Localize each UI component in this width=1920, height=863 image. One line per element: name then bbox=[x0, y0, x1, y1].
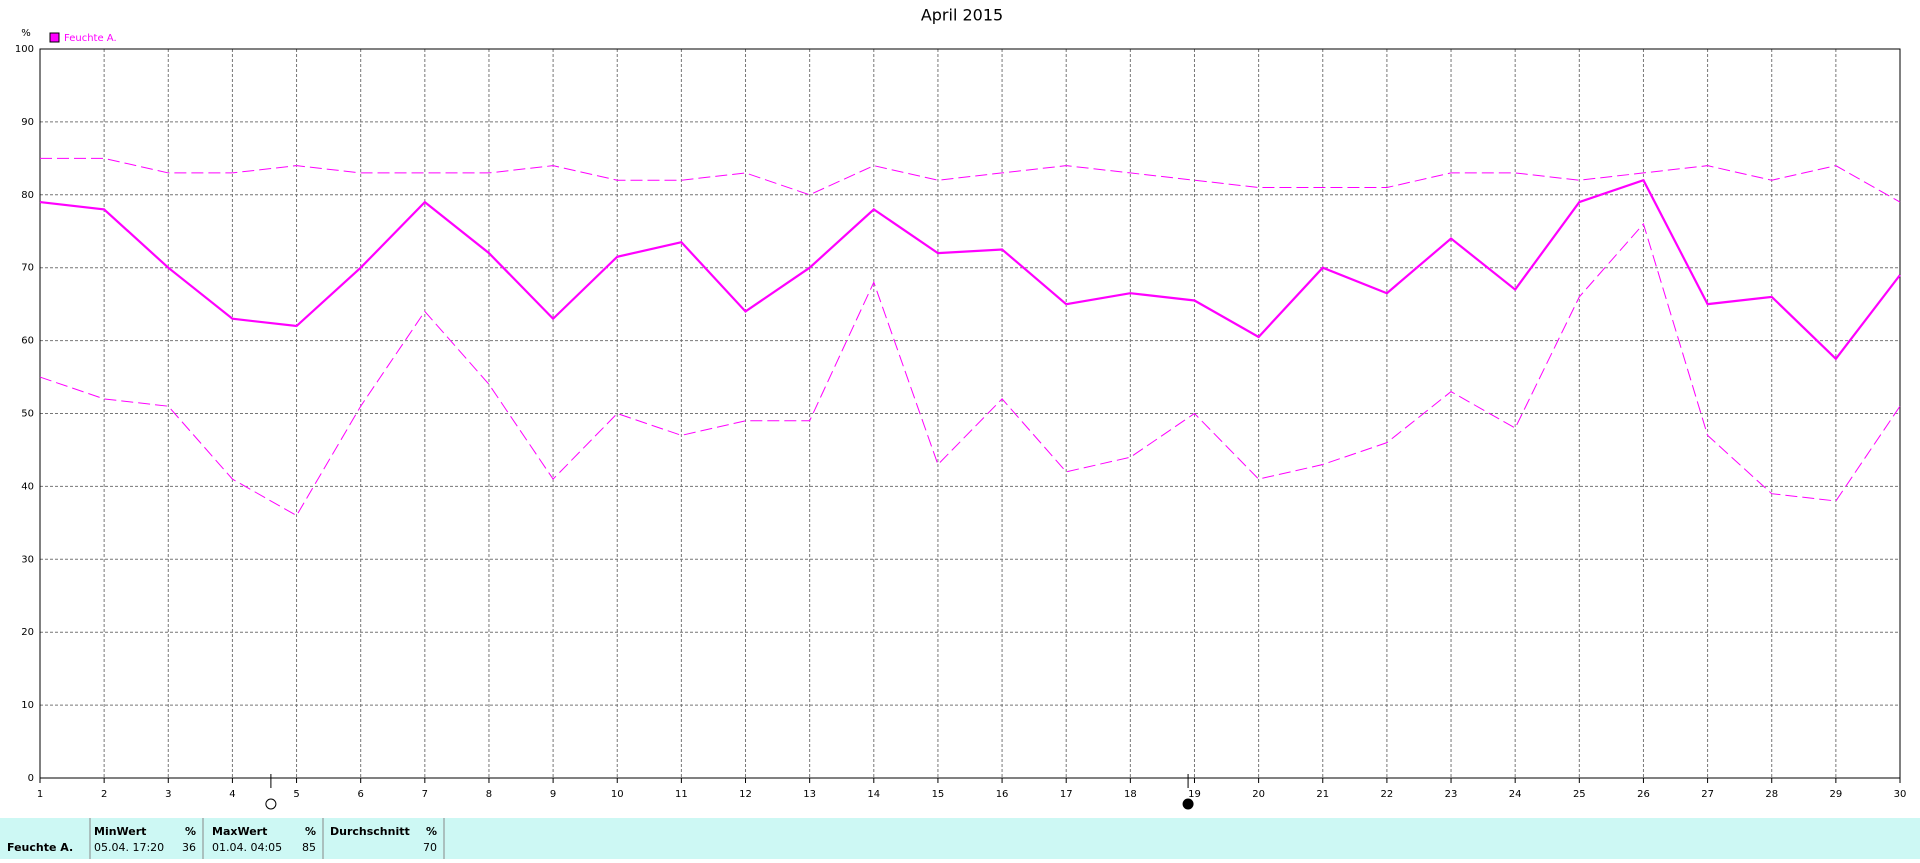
col-header: Durchschnitt bbox=[330, 825, 410, 838]
y-tick-label: 100 bbox=[15, 44, 34, 55]
x-tick-label: 4 bbox=[229, 789, 235, 800]
col-header: MinWert bbox=[94, 825, 146, 838]
legend-swatch bbox=[49, 32, 60, 43]
col-header: MaxWert bbox=[212, 825, 267, 838]
y-tick-label: 30 bbox=[21, 554, 34, 565]
x-tick-label: 10 bbox=[611, 789, 624, 800]
x-tick-label: 28 bbox=[1765, 789, 1778, 800]
stats-background bbox=[0, 818, 1920, 859]
series-line bbox=[39, 178, 1901, 361]
x-tick-label: 3 bbox=[165, 789, 171, 800]
x-tick-label: 25 bbox=[1573, 789, 1586, 800]
x-tick-label: 15 bbox=[932, 789, 945, 800]
col-unit: % bbox=[426, 825, 437, 838]
x-tick-label: 20 bbox=[1252, 789, 1265, 800]
y-tick-label: 50 bbox=[21, 409, 34, 420]
x-tick-label: 5 bbox=[293, 789, 299, 800]
x-tick-label: 24 bbox=[1509, 789, 1522, 800]
col-value: 85 bbox=[302, 841, 316, 854]
x-tick-label: 22 bbox=[1381, 789, 1394, 800]
series-line bbox=[39, 222, 1901, 517]
x-tick-label: 30 bbox=[1894, 789, 1907, 800]
x-tick-label: 29 bbox=[1829, 789, 1842, 800]
x-tick-label: 1 bbox=[37, 789, 43, 800]
y-tick-label: 20 bbox=[21, 627, 34, 638]
y-tick-label: 60 bbox=[21, 336, 34, 347]
x-tick-label: 21 bbox=[1316, 789, 1329, 800]
x-tick-label: 12 bbox=[739, 789, 752, 800]
row-label: Feuchte A. bbox=[7, 841, 73, 854]
y-tick-label: 40 bbox=[21, 481, 34, 492]
x-tick-label: 16 bbox=[996, 789, 1009, 800]
col-unit: % bbox=[185, 825, 196, 838]
x-tick-label: 7 bbox=[422, 789, 428, 800]
y-tick-label: 70 bbox=[21, 263, 34, 274]
col-value: 36 bbox=[182, 841, 196, 854]
series-line bbox=[40, 157, 1901, 203]
y-axis-label: % bbox=[21, 28, 31, 39]
col-unit: % bbox=[305, 825, 316, 838]
y-tick-label: 80 bbox=[21, 190, 34, 201]
x-tick-label: 18 bbox=[1124, 789, 1137, 800]
x-tick-label: 2 bbox=[101, 789, 107, 800]
x-tick-label: 23 bbox=[1445, 789, 1458, 800]
legend-label: Feuchte A. bbox=[64, 33, 117, 44]
y-tick-label: 90 bbox=[21, 117, 34, 128]
x-tick-label: 13 bbox=[803, 789, 816, 800]
x-tick-label: 8 bbox=[486, 789, 492, 800]
x-tick-label: 14 bbox=[867, 789, 880, 800]
chart-title: April 2015 bbox=[921, 6, 1003, 25]
x-tick-label: 19 bbox=[1188, 789, 1201, 800]
col-time: 01.04. 04:05 bbox=[212, 841, 282, 854]
col-value: 70 bbox=[423, 841, 437, 854]
x-tick-label: 6 bbox=[358, 789, 364, 800]
x-tick-label: 9 bbox=[550, 789, 556, 800]
y-tick-label: 10 bbox=[21, 700, 34, 711]
moon-icon bbox=[265, 798, 277, 810]
col-time: 05.04. 17:20 bbox=[94, 841, 164, 854]
x-tick-label: 11 bbox=[675, 789, 688, 800]
plot-frame bbox=[39, 48, 1901, 779]
x-tick-label: 27 bbox=[1701, 789, 1714, 800]
x-tick-label: 26 bbox=[1637, 789, 1650, 800]
x-tick-label: 17 bbox=[1060, 789, 1073, 800]
moon-icon bbox=[1182, 798, 1194, 810]
y-tick-label: 0 bbox=[28, 773, 34, 784]
